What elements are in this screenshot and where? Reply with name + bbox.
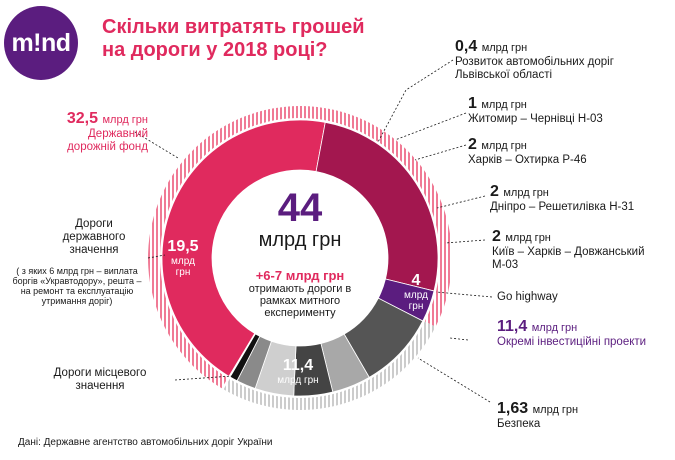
leader-line-kyiv [444, 239, 486, 244]
right-label-investment: 11,4 млрд грн Окремі інвестиційні проект… [497, 318, 647, 348]
right-label-zhytomyr: 1 млрд грн Житомир – Чернівці Н-03 [468, 95, 603, 125]
outer-ring [148, 105, 453, 410]
right-label-dnipro: 2 млрд грн Дніпро – Решетилівка Н-31 [490, 183, 635, 213]
total-value: 44 [277, 186, 323, 230]
right-label-kyiv: 2 млрд грн Київ – Харків – Довжанський М… [492, 228, 645, 271]
segment-label-state: 19,5 млрд грн [167, 238, 199, 278]
leader-line-go-highway [435, 291, 493, 298]
segment-label-local: 11,4 млрд грн [277, 357, 319, 386]
leader-lines [134, 59, 493, 403]
leader-line-state [147, 254, 166, 259]
fund-label: 32,5 млрд грн Державний дорожній фонд [66, 110, 148, 153]
extra-amount: +6-7 млрд грн [255, 268, 345, 283]
right-label-lviv: 0,4 млрд грн Розвиток автомобільних дорі… [455, 38, 614, 81]
center-total: 44 млрд грн [222, 187, 378, 251]
state-roads-label: Дороги державного значення [62, 218, 126, 256]
leader-line-dnipro [436, 195, 486, 209]
leader-line-investment [449, 337, 469, 341]
mind-logo: m!nd [4, 6, 78, 80]
right-label-go-highway: Go highway [497, 291, 558, 303]
leader-line-zhytomyr [394, 112, 467, 141]
local-roads-label: Дороги місцевого значення [53, 367, 147, 392]
outer-segment-2 [223, 321, 436, 410]
inner-segment-1 [161, 119, 326, 377]
inner-ring [161, 119, 439, 397]
extra-text: отримають дороги в рамках митного експер… [248, 283, 352, 319]
leader-line-local [174, 375, 233, 381]
state-roads-note: ( з яких 6 млрд грн – виплата боргів «Ук… [12, 266, 142, 306]
segment-label-go-highway: 4 млрд грн [404, 272, 428, 312]
center-extra: +6-7 млрд грн отримають дороги в рамках … [232, 268, 368, 319]
donut-hole [212, 170, 388, 346]
leader-line-kharkiv-okhtyrka [414, 144, 467, 161]
leader-line-lviv [377, 59, 454, 143]
right-label-kharkiv-okhtyrka: 2 млрд грн Харків – Охтирка Р-46 [468, 136, 587, 166]
right-label-safety: 1,63 млрд грн Безпека [497, 400, 579, 430]
total-unit: млрд грн [258, 229, 342, 251]
source-note: Дані: Державне агентство автомобільних д… [18, 437, 273, 448]
leader-line-safety [417, 357, 491, 403]
page-title: Скільки витратять грошей на дороги у 201… [102, 16, 365, 61]
leader-line-fund [134, 131, 179, 159]
